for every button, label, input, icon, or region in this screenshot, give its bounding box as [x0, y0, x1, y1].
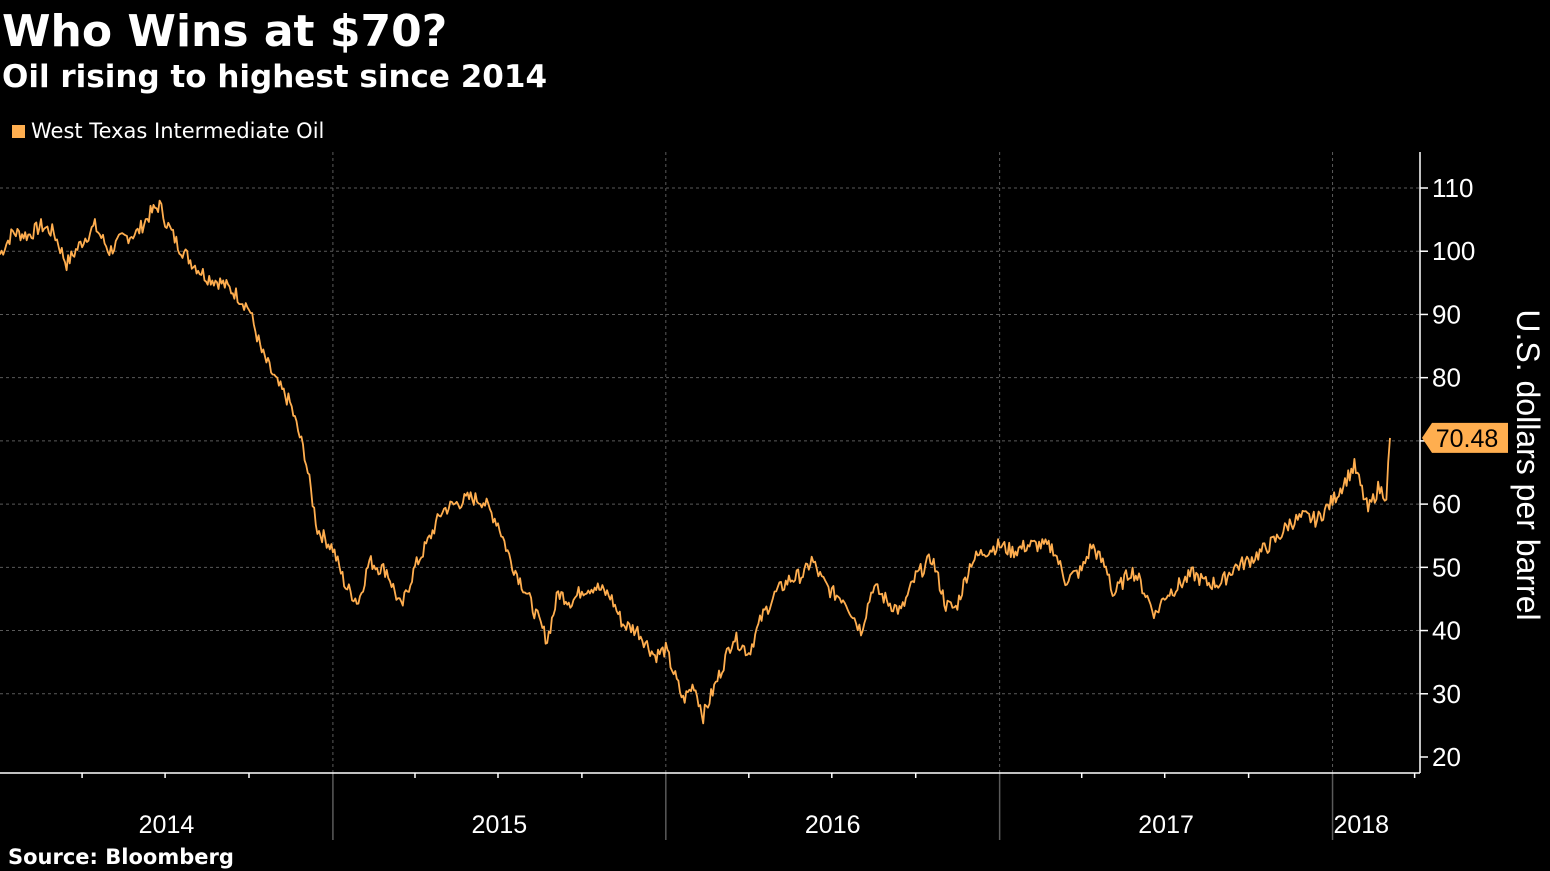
y-tick-label: 30 — [1432, 679, 1461, 709]
x-tick-label: 2015 — [472, 811, 528, 839]
legend-swatch — [12, 124, 25, 138]
y-tick-label: 100 — [1432, 236, 1475, 266]
axes — [0, 152, 1428, 840]
wti-series-line — [0, 199, 1391, 725]
x-tick-label: 2014 — [139, 811, 195, 839]
y-axis-title: U.S. dollars per barrel — [1510, 309, 1546, 620]
y-tick-label: 20 — [1432, 742, 1461, 772]
series-layer — [0, 199, 1391, 725]
callout-box — [1422, 422, 1508, 453]
tick-labels: 2030405060708090100110201420152016201720… — [139, 173, 1546, 839]
x-tick-label: 2018 — [1333, 811, 1389, 839]
source-note: Source: Bloomberg — [8, 845, 234, 869]
y-tick-label: 80 — [1432, 363, 1461, 393]
last-value-label: 70.48 — [1436, 425, 1499, 453]
y-tick-label: 90 — [1432, 299, 1461, 329]
page-subtitle: Oil rising to highest since 2014 — [2, 59, 548, 95]
x-tick-label: 2016 — [805, 811, 861, 839]
y-tick-label: 40 — [1432, 616, 1461, 646]
grid — [0, 152, 1420, 773]
x-tick-label: 2017 — [1138, 811, 1194, 839]
y-tick-label: 110 — [1432, 173, 1473, 203]
y-tick-label: 60 — [1432, 489, 1461, 519]
legend-label: West Texas Intermediate Oil — [31, 119, 325, 143]
y-tick-label: 50 — [1432, 552, 1461, 582]
page-title: Who Wins at $70? — [2, 6, 448, 57]
last-value-callout: 70.48 — [1422, 422, 1508, 453]
legend: West Texas Intermediate Oil — [12, 118, 324, 144]
